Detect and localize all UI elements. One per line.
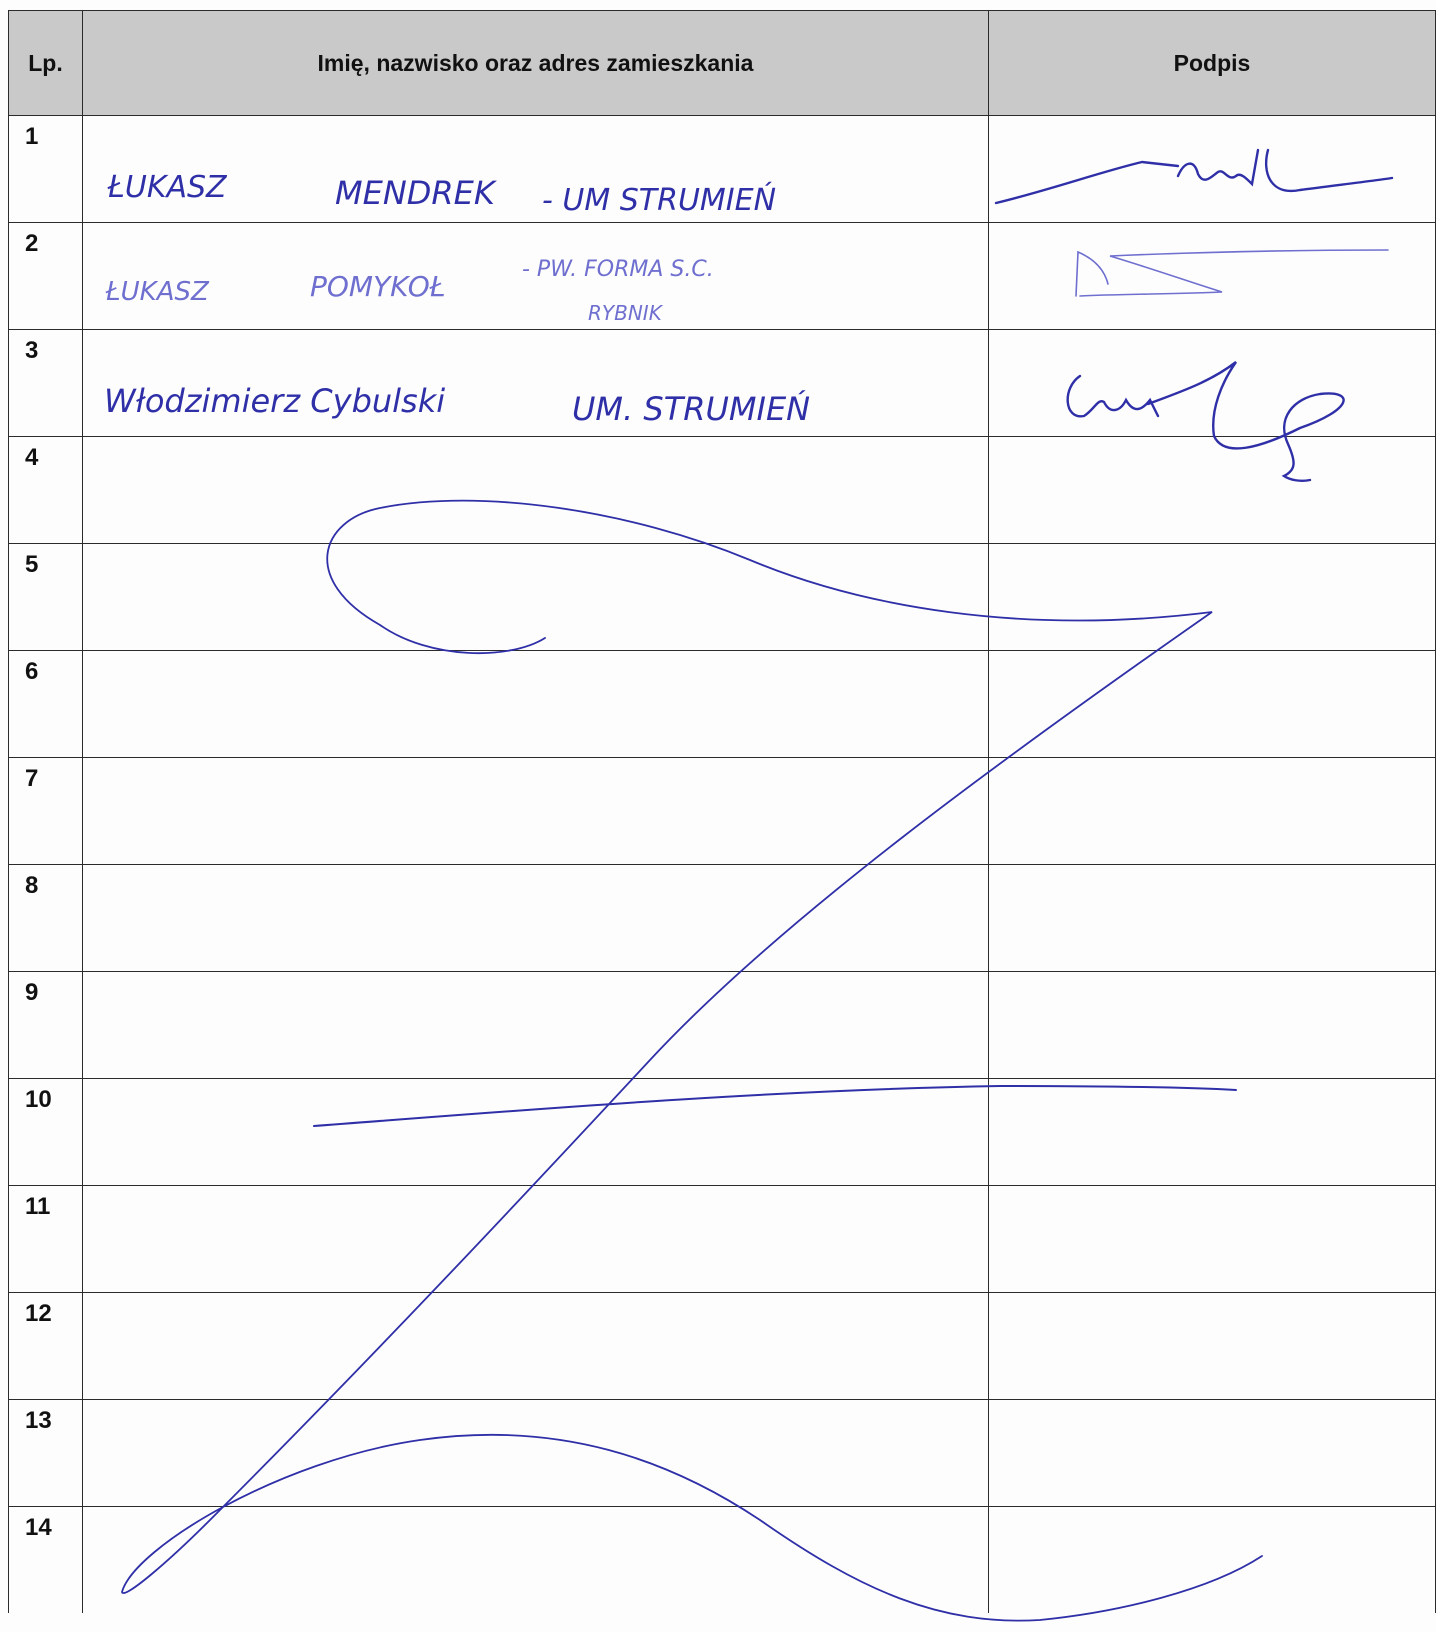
row-number-cell: 4: [8, 436, 83, 544]
table-row: 4: [8, 436, 1436, 544]
table-row: 11: [8, 1185, 1436, 1293]
signature-cell: [988, 329, 1436, 437]
row-number-cell: 8: [8, 864, 83, 972]
signature-cell: [988, 864, 1436, 972]
row-number-cell: 7: [8, 757, 83, 865]
signature-cell: [988, 650, 1436, 758]
signature-cell: [988, 1399, 1436, 1507]
signature-cell: [988, 971, 1436, 1079]
row-number-cell: 6: [8, 650, 83, 758]
row-number-cell: 14: [8, 1506, 83, 1613]
row-number: 14: [25, 1514, 52, 1541]
name-cell: [82, 1399, 989, 1507]
name-cell: [82, 115, 989, 223]
row-number: 10: [25, 1086, 52, 1113]
row-number-cell: 2: [8, 222, 83, 330]
signature-cell: [988, 1506, 1436, 1613]
table-header-row: Lp. Imię, nazwisko oraz adres zamieszkan…: [8, 10, 1436, 116]
row-number-cell: 3: [8, 329, 83, 437]
name-cell: [82, 1506, 989, 1613]
name-cell: [82, 864, 989, 972]
name-cell: [82, 1185, 989, 1293]
header-name-address: Imię, nazwisko oraz adres zamieszkania: [82, 10, 989, 116]
signature-cell: [988, 1292, 1436, 1400]
table-row: 13: [8, 1399, 1436, 1507]
table-row: 10: [8, 1078, 1436, 1186]
row-number-cell: 12: [8, 1292, 83, 1400]
row-number-cell: 13: [8, 1399, 83, 1507]
signature-cell: [988, 115, 1436, 223]
row-number: 3: [25, 337, 39, 364]
row-number: 4: [25, 444, 39, 471]
name-cell: [82, 650, 989, 758]
signature-cell: [988, 543, 1436, 651]
row-number-cell: 1: [8, 115, 83, 223]
name-cell: [82, 971, 989, 1079]
name-cell: [82, 1292, 989, 1400]
name-cell: [82, 222, 989, 330]
row-number: 2: [25, 230, 39, 257]
table-row: 9: [8, 971, 1436, 1079]
row-number-cell: 9: [8, 971, 83, 1079]
row-number: 12: [25, 1300, 52, 1327]
header-signature: Podpis: [988, 10, 1436, 116]
row-number: 5: [25, 551, 39, 578]
signature-cell: [988, 436, 1436, 544]
table-row: 1: [8, 115, 1436, 223]
name-cell: [82, 329, 989, 437]
signature-cell: [988, 757, 1436, 865]
attendance-table: Lp. Imię, nazwisko oraz adres zamieszkan…: [8, 10, 1436, 1613]
name-cell: [82, 543, 989, 651]
table-row: 5: [8, 543, 1436, 651]
name-cell: [82, 757, 989, 865]
row-number: 9: [25, 979, 39, 1006]
signature-cell: [988, 1185, 1436, 1293]
row-number-cell: 11: [8, 1185, 83, 1293]
signature-cell: [988, 1078, 1436, 1186]
table-row: 6: [8, 650, 1436, 758]
name-cell: [82, 1078, 989, 1186]
header-lp: Lp.: [8, 10, 83, 116]
table-row: 7: [8, 757, 1436, 865]
name-cell: [82, 436, 989, 544]
row-number: 6: [25, 658, 39, 685]
row-number: 7: [25, 765, 39, 792]
row-number-cell: 10: [8, 1078, 83, 1186]
table-row: 8: [8, 864, 1436, 972]
row-number: 11: [25, 1193, 51, 1220]
row-number: 8: [25, 872, 39, 899]
table-row: 12: [8, 1292, 1436, 1400]
signature-cell: [988, 222, 1436, 330]
row-number: 1: [25, 123, 39, 150]
table-row: 14: [8, 1506, 1436, 1613]
row-number: 13: [25, 1407, 52, 1434]
row-number-cell: 5: [8, 543, 83, 651]
table-row: 2: [8, 222, 1436, 330]
table-row: 3: [8, 329, 1436, 437]
